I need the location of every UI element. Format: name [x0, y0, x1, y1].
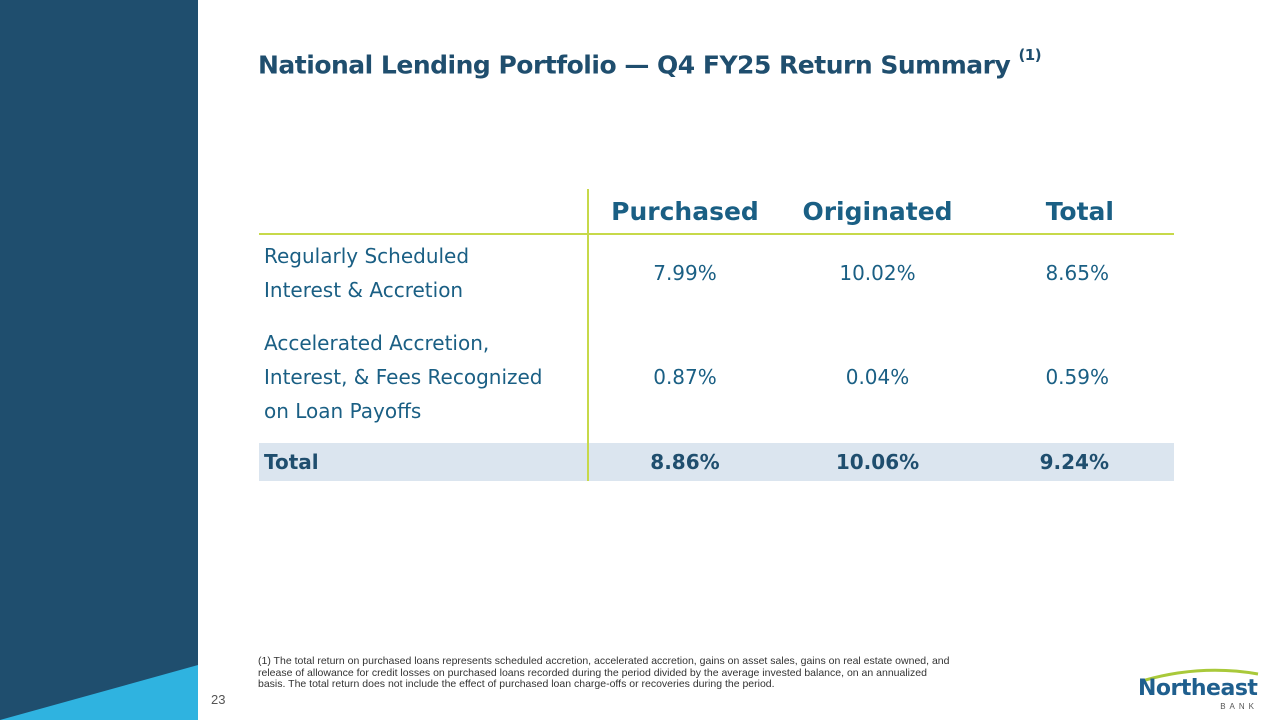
footnote-line: (1) The total return on purchased loans … — [258, 655, 950, 667]
cell-originated: 10.02% — [839, 261, 916, 285]
row-label: Regularly Scheduled Interest & Accretion — [259, 234, 589, 311]
row-label-line: Interest & Accretion — [264, 278, 464, 302]
row-label-line: on Loan Payoffs — [264, 399, 422, 423]
cell-purchased: 0.87% — [653, 365, 717, 389]
header-originated: Originated — [781, 189, 974, 235]
cell-purchased: 7.99% — [653, 261, 717, 285]
header-purchased: Purchased — [588, 189, 781, 235]
page-number: 23 — [211, 692, 226, 707]
page-title: National Lending Portfolio — Q4 FY25 Ret… — [258, 46, 1042, 80]
cell-total: 0.59% — [1045, 365, 1109, 389]
total-total: 9.24% — [974, 443, 1174, 481]
table-row: Accelerated Accretion, Interest, & Fees … — [259, 311, 1174, 443]
header-total: Total — [974, 189, 1174, 235]
row-label-line: Interest, & Fees Recognized — [264, 365, 543, 389]
total-purchased: 8.86% — [588, 443, 781, 481]
logo-wordmark: Northeast — [1138, 676, 1258, 701]
footnote: (1) The total return on purchased loans … — [258, 655, 1048, 691]
cell-total: 8.65% — [1045, 261, 1109, 285]
sidebar-accent-wedge — [0, 665, 198, 720]
return-summary-table: Purchased Originated Total Regularly Sch… — [259, 189, 1174, 481]
total-label: Total — [259, 443, 589, 481]
table-header-row: Purchased Originated Total — [259, 189, 1174, 235]
title-footnote-marker: (1) — [1018, 46, 1042, 64]
logo-subtitle: BANK — [1220, 702, 1258, 711]
table-row: Regularly Scheduled Interest & Accretion… — [259, 234, 1174, 311]
row-label: Accelerated Accretion, Interest, & Fees … — [259, 311, 589, 443]
total-originated: 10.06% — [781, 443, 974, 481]
header-blank — [259, 189, 589, 235]
row-label-line: Accelerated Accretion, — [264, 331, 490, 355]
cell-originated: 0.04% — [845, 365, 910, 389]
sidebar-panel — [0, 0, 198, 720]
row-label-line: Regularly Scheduled — [264, 244, 470, 268]
table-total-row: Total 8.86% 10.06% 9.24% — [259, 443, 1174, 481]
title-text: National Lending Portfolio — Q4 FY25 Ret… — [258, 50, 1011, 80]
footnote-line: release of allowance for credit losses o… — [258, 666, 927, 679]
logo-arc-icon — [1141, 668, 1259, 682]
northeast-bank-logo: Northeast BANK — [1138, 668, 1262, 716]
footnote-line: basis. The total return does not include… — [258, 678, 775, 690]
